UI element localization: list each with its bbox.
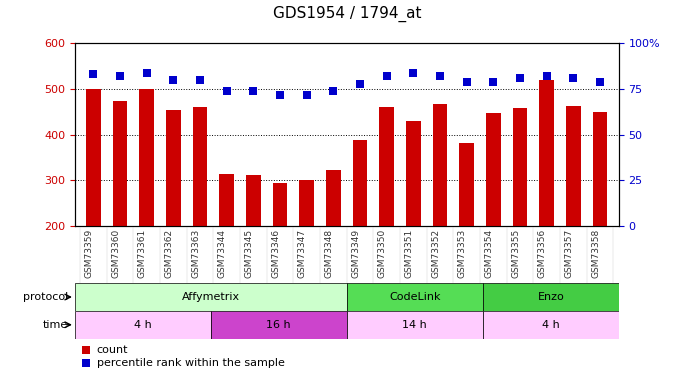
Text: GSM73348: GSM73348 [324,229,333,278]
Text: GSM73358: GSM73358 [591,229,600,278]
Bar [483,311,619,339]
Point [381,73,392,79]
Point [568,75,579,81]
Text: 16 h: 16 h [267,320,291,330]
Bar [513,108,528,226]
Text: GSM73347: GSM73347 [298,229,307,278]
Point [88,71,99,77]
Point [275,92,286,98]
Point [435,73,445,79]
Text: time: time [43,320,68,330]
Text: GSM73355: GSM73355 [511,229,520,278]
Text: count: count [97,345,128,355]
Point [80,360,91,366]
Bar [593,112,607,226]
Text: protocol: protocol [22,292,68,302]
Bar [75,311,211,339]
Point [80,347,91,353]
Bar [483,283,619,311]
Text: percentile rank within the sample: percentile rank within the sample [97,358,284,368]
Text: GSM73352: GSM73352 [431,229,440,278]
Point [488,79,499,85]
Bar [539,80,554,226]
Bar [113,101,127,226]
Text: GSM73344: GSM73344 [218,229,227,278]
Text: GDS1954 / 1794_at: GDS1954 / 1794_at [273,6,421,22]
Bar [211,311,347,339]
Text: GSM73354: GSM73354 [484,229,494,278]
Bar [432,104,447,226]
Point [541,73,552,79]
Text: 4 h: 4 h [134,320,152,330]
Bar [273,183,288,226]
Point [328,88,339,94]
Text: GSM73361: GSM73361 [138,229,147,278]
Text: GSM73350: GSM73350 [378,229,387,278]
Bar [347,311,483,339]
Text: 4 h: 4 h [542,320,560,330]
Point [248,88,259,94]
Text: Affymetrix: Affymetrix [182,292,240,302]
Text: GSM73363: GSM73363 [191,229,200,278]
Bar [353,140,367,226]
Bar [406,121,421,226]
Bar [379,107,394,226]
Text: GSM73349: GSM73349 [351,229,360,278]
Point [595,79,606,85]
Text: 14 h: 14 h [403,320,427,330]
Point [168,77,179,83]
Point [355,81,366,87]
Bar [486,113,500,226]
Bar [139,89,154,226]
Bar [166,110,181,226]
Bar [246,175,261,226]
Text: GSM73353: GSM73353 [458,229,466,278]
Bar [347,283,483,311]
Point [301,92,312,98]
Text: Enzo: Enzo [537,292,564,302]
Text: GSM73346: GSM73346 [271,229,280,278]
Point [408,70,419,76]
Bar [86,89,101,226]
Point [461,79,472,85]
Text: GSM73360: GSM73360 [111,229,120,278]
Text: GSM73357: GSM73357 [564,229,573,278]
Text: CodeLink: CodeLink [389,292,441,302]
Bar [299,180,314,226]
Text: GSM73359: GSM73359 [84,229,93,278]
Bar [566,106,581,226]
Bar [193,107,207,226]
Text: GSM73345: GSM73345 [245,229,254,278]
Text: GSM73356: GSM73356 [538,229,547,278]
Point [515,75,526,81]
Text: GSM73362: GSM73362 [165,229,173,278]
Bar [220,174,234,226]
Bar [75,283,347,311]
Point [141,70,152,76]
Bar [460,143,474,226]
Text: GSM73351: GSM73351 [405,229,413,278]
Point [222,88,233,94]
Bar [326,170,341,226]
Point [115,73,126,79]
Point [194,77,205,83]
